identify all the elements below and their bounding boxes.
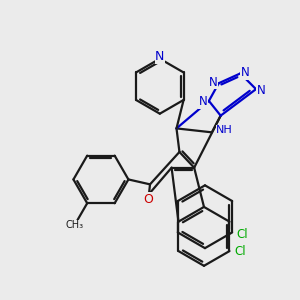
- Text: N: N: [208, 76, 217, 89]
- Text: N: N: [256, 84, 265, 97]
- Text: N: N: [241, 66, 250, 79]
- Text: CH₃: CH₃: [65, 220, 83, 230]
- Text: NH: NH: [216, 125, 233, 135]
- Text: Cl: Cl: [236, 228, 248, 241]
- Text: N: N: [199, 95, 207, 108]
- Text: Cl: Cl: [235, 244, 246, 258]
- Text: O: O: [143, 193, 153, 206]
- Text: N: N: [155, 50, 164, 63]
